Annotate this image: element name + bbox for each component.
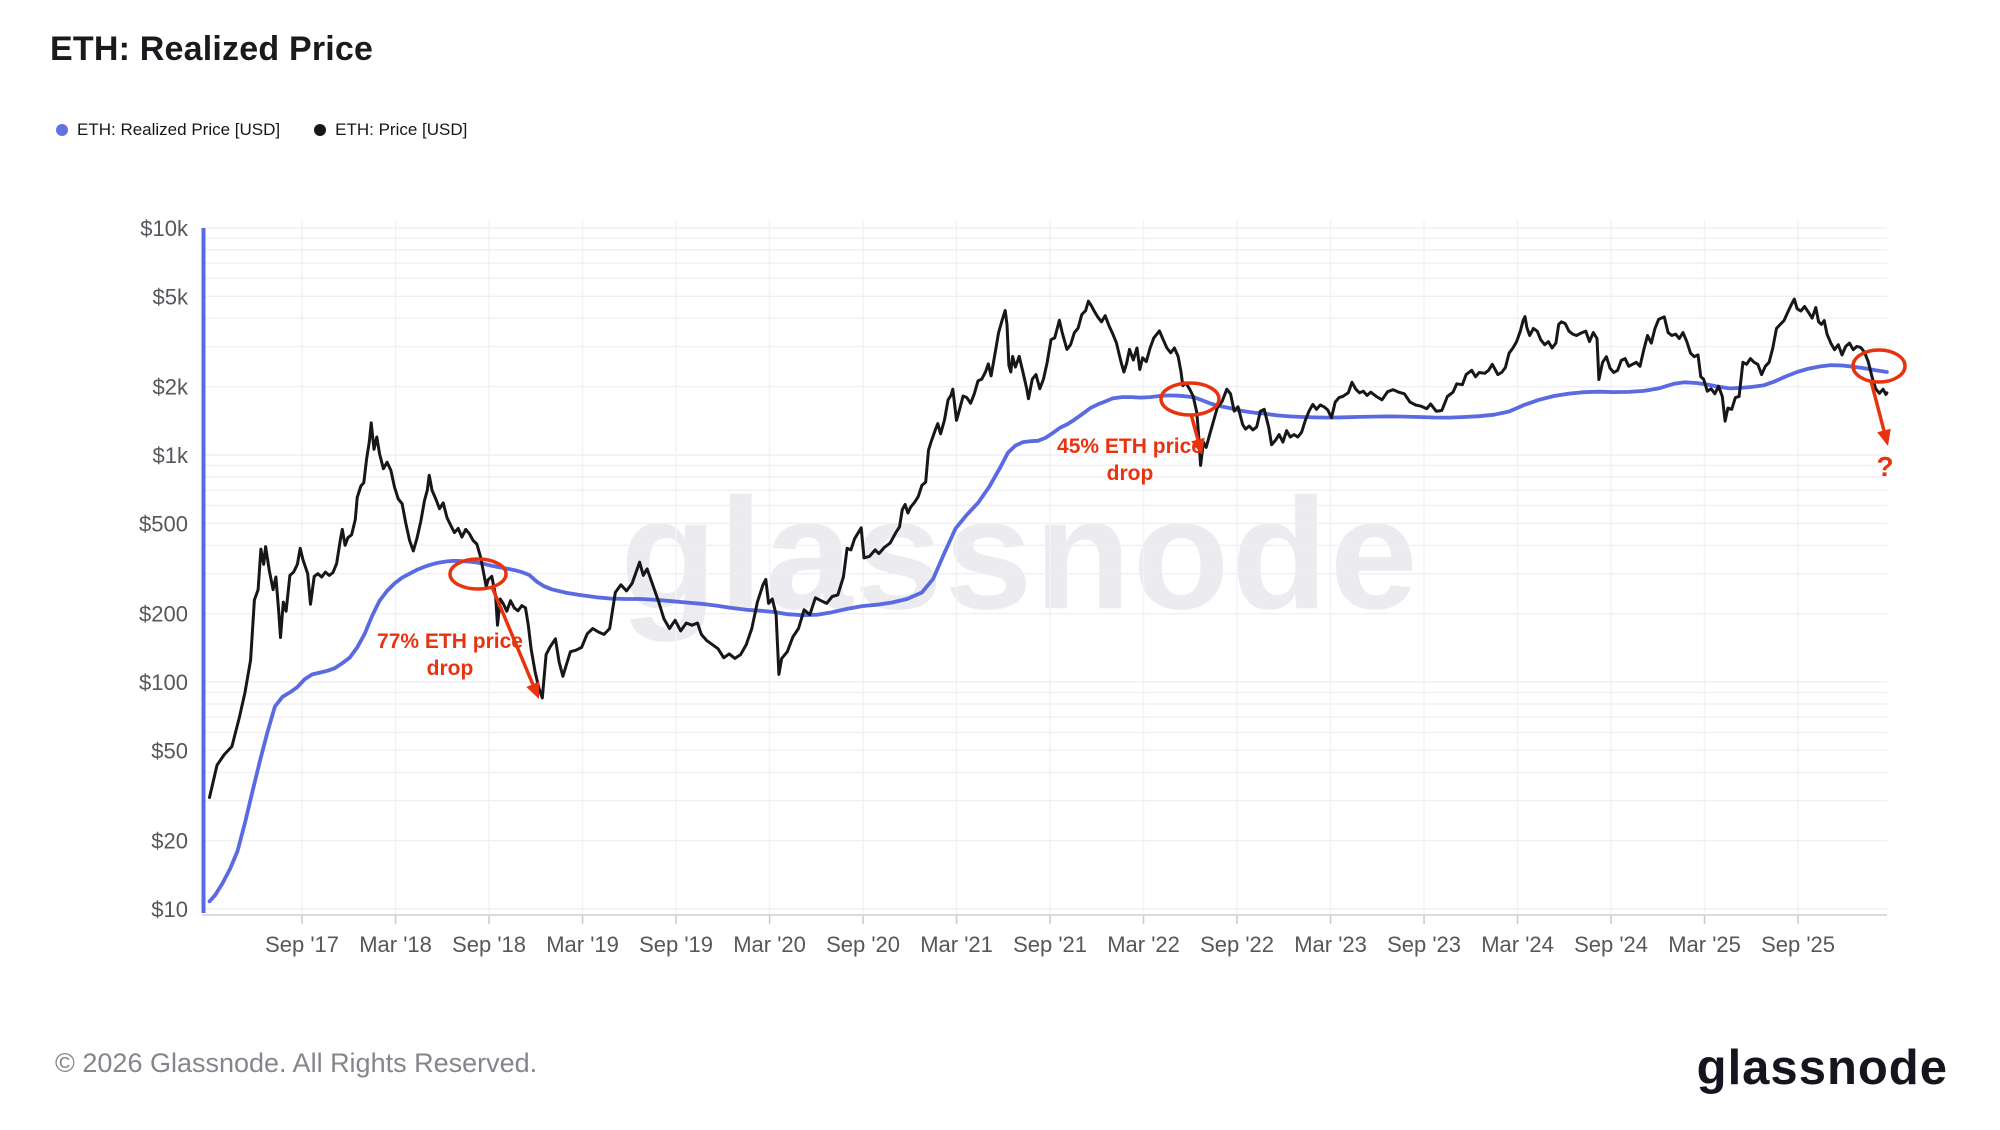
x-axis-label: Mar '23	[1294, 932, 1367, 957]
x-axis-label: Sep '19	[639, 932, 713, 957]
y-axis-label: $500	[139, 511, 188, 536]
annotation-arrow	[1869, 380, 1886, 431]
x-axis-label: Sep '24	[1574, 932, 1648, 957]
y-axis-label: $10k	[140, 216, 189, 241]
x-axis-label: Mar '21	[920, 932, 993, 957]
glassnode-watermark: glassnode	[620, 466, 1420, 643]
annotation-arrowhead	[526, 681, 540, 699]
x-axis-label: Sep '17	[265, 932, 339, 957]
legend-label: ETH: Price [USD]	[335, 120, 468, 139]
realized-price-line	[207, 363, 1889, 904]
realized-price-dot-icon	[56, 124, 68, 136]
page-title: ETH: Realized Price	[50, 30, 374, 68]
price-line	[208, 297, 1889, 799]
y-axis-label: $2k	[153, 375, 189, 400]
annotation-arrowhead	[1877, 428, 1891, 446]
y-axis-label: $200	[139, 602, 188, 627]
x-axis-label: Sep '25	[1761, 932, 1835, 957]
x-axis-label: Mar '24	[1481, 932, 1554, 957]
copyright-text: © 2026 Glassnode. All Rights Reserved.	[55, 1048, 538, 1078]
x-axis-label: Sep '21	[1013, 932, 1087, 957]
chart-legend: ETH: Realized Price [USD] ETH: Price [US…	[56, 120, 467, 140]
x-axis-label: Sep '20	[826, 932, 900, 957]
annotation-arrow	[1189, 413, 1200, 440]
y-axis-label: $100	[139, 670, 188, 695]
x-axis-label: Mar '19	[546, 932, 619, 957]
legend-item-realized-price[interactable]: ETH: Realized Price [USD]	[56, 120, 280, 140]
x-axis-label: Sep '22	[1200, 932, 1274, 957]
annotation-arrowhead	[1191, 437, 1205, 455]
annotation-arrow	[490, 586, 535, 685]
y-axis-label: $5k	[153, 284, 189, 309]
y-axis-label: $50	[151, 738, 188, 763]
annotation-text: ?	[1876, 451, 1893, 482]
legend-label: ETH: Realized Price [USD]	[77, 120, 281, 139]
annotation-text: 77% ETH price	[377, 630, 523, 653]
x-axis-label: Sep '23	[1387, 932, 1461, 957]
x-axis-label: Mar '25	[1668, 932, 1741, 957]
x-axis-label: Mar '20	[733, 932, 806, 957]
price-dot-icon	[314, 124, 327, 136]
y-axis-label: $10	[151, 897, 188, 922]
annotation-text: 45% ETH price	[1057, 435, 1203, 458]
legend-item-price[interactable]: ETH: Price [USD]	[314, 120, 467, 140]
annotation-ellipse	[1851, 348, 1907, 384]
annotation-ellipse	[448, 557, 508, 591]
annotation-text: drop	[1107, 462, 1154, 485]
x-axis-label: Mar '22	[1107, 932, 1180, 957]
y-axis-label: $20	[151, 829, 188, 854]
x-axis-label: Mar '18	[359, 932, 432, 957]
x-axis-label: Sep '18	[452, 932, 526, 957]
y-axis-label: $1k	[153, 443, 189, 468]
glassnode-logo: glassnode	[1696, 1041, 1948, 1095]
annotation-text: drop	[427, 657, 474, 680]
